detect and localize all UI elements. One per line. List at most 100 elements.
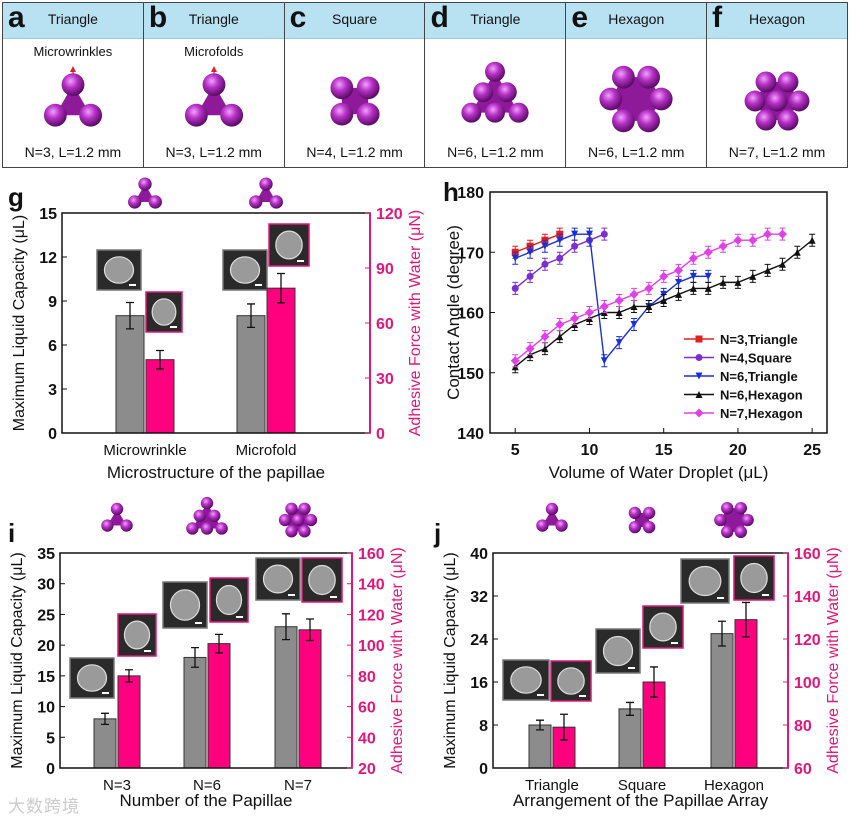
marker-triangle-up — [689, 284, 697, 292]
papilla-ball — [291, 513, 305, 527]
papilla-ball — [285, 502, 298, 515]
marker-triangle-down — [704, 272, 712, 280]
droplet-image — [151, 298, 177, 326]
papilla-ball — [330, 102, 353, 126]
papilla-ball — [741, 513, 754, 527]
papilla-ball — [734, 525, 747, 538]
papilla-ball — [220, 103, 243, 127]
marker-diamond — [703, 247, 713, 257]
papilla-ball — [186, 522, 199, 535]
error-bar — [718, 620, 726, 647]
y2-axis-title: Adhesive Force with Water (μN) — [407, 210, 424, 436]
error-bar — [536, 719, 544, 731]
droplet-image — [262, 564, 294, 594]
marker-triangle-down — [695, 372, 703, 380]
papillae-hex7-icon — [744, 71, 810, 131]
droplet-image — [229, 256, 261, 284]
motif-body — [107, 508, 127, 526]
scale-bar — [297, 260, 304, 262]
marker-diamond — [733, 235, 743, 245]
papilla-ball — [612, 65, 636, 89]
y2-tick-label: 20 — [358, 761, 376, 778]
y2-axis-title: Adhesive Force with Water (μN) — [825, 547, 842, 773]
papillae-tri3-icon — [101, 502, 133, 532]
x-axis-title: Number of the Papillae — [120, 791, 293, 810]
marker-circle — [526, 272, 534, 280]
arrow-head-icon — [210, 66, 217, 72]
y-tick-label: 160 — [457, 306, 484, 323]
papilla-ball — [61, 73, 85, 96]
motif-body — [196, 84, 232, 116]
marker-diamond — [748, 235, 758, 245]
chart-panel-h: h 5 10 15 20 25 140 150 160 170 180 N=3,Triangle N=4… — [443, 177, 828, 482]
bar-adhesive-force — [298, 629, 322, 769]
papilla-ball — [298, 502, 311, 515]
papilla-ball — [536, 519, 549, 532]
panel-header: e Hexagon — [566, 1, 707, 39]
papilla-ball — [509, 102, 530, 123]
chart-panel-g: g 0 3 6 9 12 15 0 30 60 90 120 Microwrinkle Microfold… — [8, 177, 424, 482]
series-line — [514, 233, 709, 363]
marker-triangle-down — [571, 230, 579, 238]
series-n-7-hexagon — [510, 227, 787, 368]
bar-capacity — [710, 633, 734, 769]
papillae-tri3-icon — [43, 73, 103, 127]
papilla-ball — [714, 513, 727, 527]
papilla-ball — [259, 177, 273, 191]
y-tick-label: 150 — [457, 366, 484, 383]
series-line — [514, 233, 561, 253]
chart-panel-i: i 0 5 10 15 20 25 30 35 20 40 60 80 100 120 140 160 N=3 N=… — [8, 496, 406, 810]
parameter-label: N=3, L=1.2 mm — [165, 144, 262, 160]
papilla-ball — [642, 506, 656, 520]
marker-triangle-up — [749, 272, 757, 280]
y-tick-label: 0 — [48, 426, 57, 443]
bar-adhesive-force — [207, 643, 231, 769]
error-bar — [282, 613, 290, 641]
marker-triangle-up — [645, 302, 653, 310]
x-axis-title: Microstructure of the papillae — [107, 463, 325, 482]
motif-body — [255, 184, 277, 202]
marker-diamond — [540, 332, 550, 342]
papilla-ball — [555, 519, 568, 532]
papilla-ball — [497, 82, 518, 103]
marker-diamond — [659, 271, 669, 281]
marker-circle — [600, 230, 608, 238]
scale-bar — [236, 616, 243, 618]
bar-adhesive-force — [734, 619, 758, 769]
y-tick-label: 6 — [48, 338, 57, 355]
scale-bar — [762, 594, 769, 596]
error-bar — [306, 618, 314, 642]
papilla-ball — [208, 509, 221, 522]
marker-diamond — [763, 229, 773, 239]
papillae-tri6-icon — [186, 496, 228, 535]
marker-triangle-down — [615, 339, 623, 347]
droplet-image — [169, 589, 201, 621]
papilla-ball — [637, 65, 661, 89]
error-bar — [191, 646, 199, 668]
x-tick-label: Microfold — [236, 442, 297, 459]
error-bar — [277, 272, 285, 304]
y-tick-label: 24 — [470, 632, 488, 649]
series-n-3-triangle — [511, 227, 564, 259]
y-tick-label: 16 — [470, 675, 488, 692]
error-bar — [101, 712, 109, 726]
y-tick-label: 35 — [37, 546, 55, 563]
marker-circle — [695, 354, 703, 361]
y-tick-label: 15 — [39, 206, 57, 223]
droplet-image — [602, 635, 634, 667]
marker-square — [695, 335, 703, 343]
error-bar — [215, 633, 223, 654]
marker-circle — [541, 260, 549, 268]
bar-capacity — [183, 656, 207, 769]
parameter-label: N=7, L=1.2 mm — [728, 144, 826, 160]
y-tick-label: 15 — [37, 669, 55, 686]
marker-triangle-up — [793, 248, 801, 256]
papilla-ball — [101, 519, 114, 532]
y-tick-label: 170 — [457, 245, 484, 262]
marker-diamond — [718, 241, 728, 251]
papilla-ball — [110, 502, 124, 516]
y-tick-label: 9 — [48, 294, 57, 311]
parameter-label: N=6, L=1.2 mm — [587, 144, 685, 160]
papilla-ball — [485, 61, 506, 82]
scale-bar — [102, 692, 109, 694]
